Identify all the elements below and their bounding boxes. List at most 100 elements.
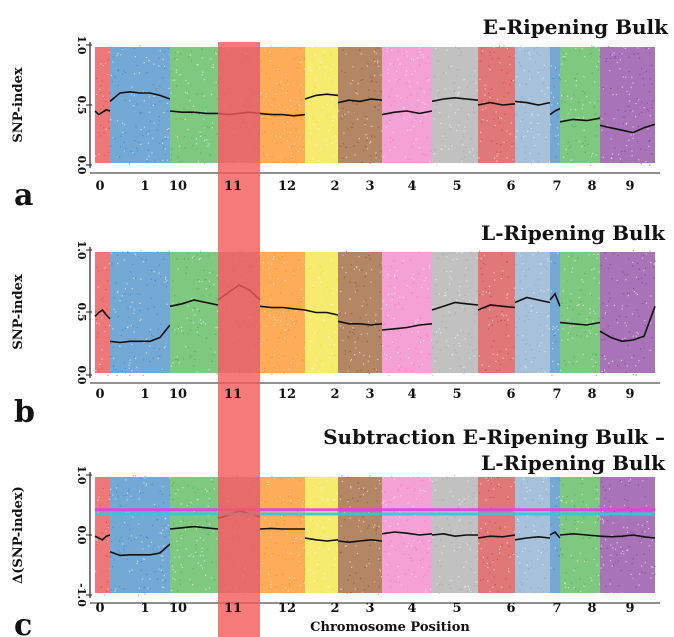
snp-point [119, 299, 121, 302]
snp-point [542, 69, 544, 71]
snp-point [193, 510, 195, 512]
snp-point [448, 311, 450, 313]
snp-point [374, 541, 376, 543]
snp-point [435, 479, 437, 481]
snp-point [333, 564, 336, 566]
snp-point [172, 329, 174, 331]
snp-point [395, 67, 397, 69]
snp-point [198, 310, 200, 312]
snp-point [489, 54, 491, 56]
snp-point [406, 285, 408, 287]
snp-point [103, 154, 105, 156]
snp-point [298, 63, 300, 65]
snp-point [431, 511, 433, 513]
snp-point [533, 295, 535, 297]
snp-point [416, 106, 418, 108]
snp-point [145, 338, 147, 340]
snp-point [575, 588, 577, 590]
snp-point [186, 252, 188, 254]
snp-point [177, 489, 179, 491]
snp-index-mean-line [304, 93, 339, 100]
snp-point [211, 127, 213, 129]
snp-point [523, 70, 525, 72]
snp-point [201, 551, 203, 553]
snp-point [527, 568, 529, 570]
snp-point [506, 294, 508, 296]
chromosome-label: 5 [452, 387, 461, 402]
snp-point [390, 105, 393, 107]
snp-index-mean-line [337, 320, 383, 326]
snp-point [507, 319, 509, 321]
snp-point [403, 117, 405, 119]
snp-point [394, 287, 396, 289]
snp-point [504, 526, 506, 528]
chromosome-block-12 [259, 252, 306, 375]
snp-point [459, 285, 461, 288]
snp-point [347, 128, 349, 130]
snp-point [543, 290, 545, 292]
snp-point [611, 360, 613, 362]
chromosome-label: 0 [95, 387, 104, 402]
snp-point [627, 295, 629, 297]
snp-point [319, 68, 321, 70]
snp-point [138, 523, 140, 525]
snp-point [284, 254, 286, 256]
x-axis-label: Chromosome Position [310, 620, 470, 635]
snp-point [604, 369, 606, 371]
snp-point [623, 553, 625, 555]
snp-point [380, 515, 382, 517]
snp-point [416, 296, 418, 298]
snp-point [541, 498, 543, 500]
snp-point [115, 588, 117, 590]
snp-point [600, 545, 602, 547]
snp-point [415, 321, 417, 323]
snp-point [520, 65, 522, 67]
snp-point [200, 564, 202, 567]
snp-point [415, 320, 417, 322]
snp-point [204, 139, 206, 142]
snp-point [493, 272, 495, 274]
snp-point [331, 97, 333, 99]
snp-point [278, 354, 280, 356]
snp-point [491, 346, 493, 348]
snp-point [389, 285, 391, 287]
snp-point [315, 121, 317, 123]
snp-point [317, 497, 319, 499]
chromosome-block-5 [431, 475, 479, 596]
snp-point [148, 155, 150, 157]
snp-point [521, 119, 524, 121]
snp-point [362, 516, 364, 518]
snp-point [464, 301, 466, 303]
snp-point [412, 141, 414, 143]
snp-point [596, 280, 598, 282]
snp-point [316, 586, 319, 588]
snp-point [384, 551, 386, 553]
snp-point [159, 50, 161, 52]
snp-point [160, 569, 162, 571]
snp-point [162, 502, 165, 504]
snp-point [184, 118, 186, 120]
snp-point [143, 341, 145, 343]
snp-point [570, 582, 573, 584]
snp-point [341, 115, 343, 117]
snp-point [478, 543, 480, 545]
snp-point [127, 252, 129, 254]
snp-point [101, 80, 103, 82]
snp-point [110, 541, 113, 543]
snp-point [190, 60, 193, 62]
snp-point [470, 251, 472, 253]
snp-point [564, 579, 566, 581]
snp-point [624, 274, 626, 276]
snp-point [482, 556, 484, 558]
snp-point [447, 346, 449, 348]
snp-point [628, 480, 630, 482]
snp-point [124, 147, 127, 150]
snp-point [209, 523, 211, 525]
snp-point [367, 326, 369, 328]
snp-point [567, 587, 570, 589]
snp-point [561, 302, 563, 304]
snp-point [458, 520, 460, 522]
snp-point [110, 145, 112, 147]
snp-point [459, 588, 461, 591]
snp-point [592, 320, 594, 322]
